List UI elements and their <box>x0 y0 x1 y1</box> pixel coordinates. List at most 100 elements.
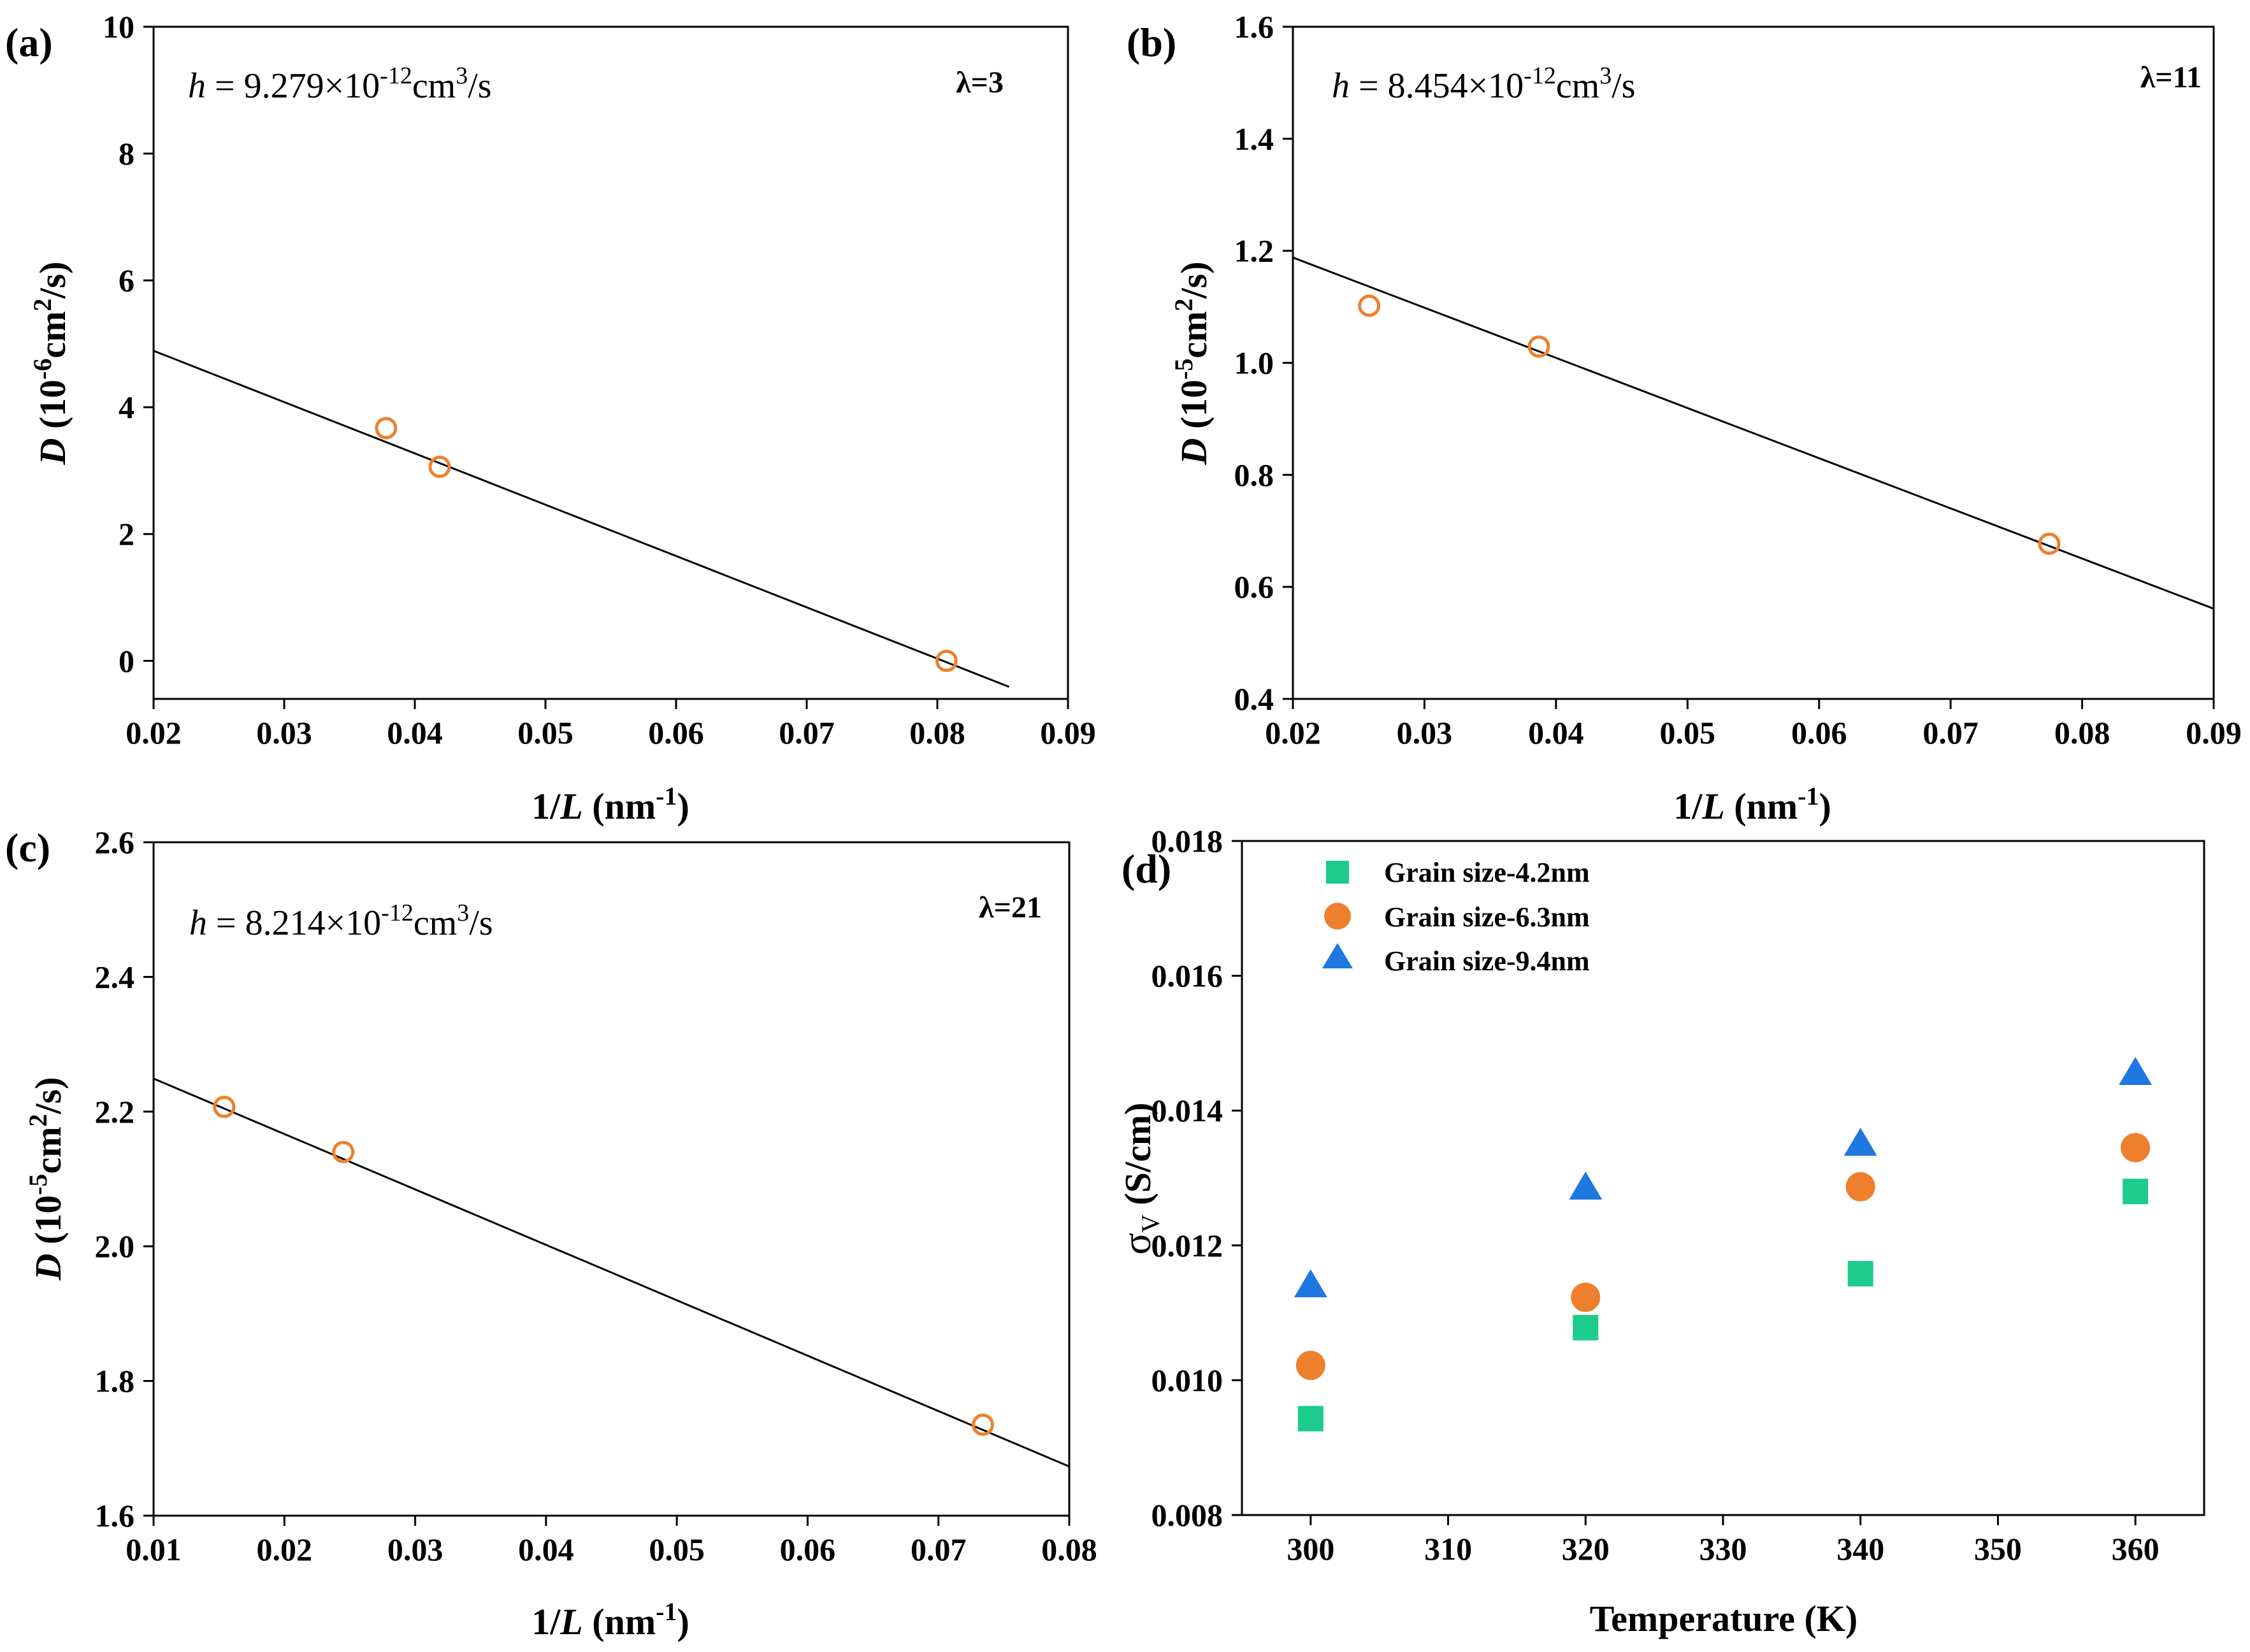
plot-frame-b <box>1292 25 2215 700</box>
panel-label-c: (c) <box>5 825 50 870</box>
lambda-label-b: λ=11 <box>2140 61 2202 94</box>
data-points-c <box>213 1095 995 1436</box>
y-tick-label: 8 <box>119 136 134 171</box>
y-tick-label: 0.8 <box>1234 457 1274 492</box>
y-tick-label: 0.016 <box>1151 958 1223 994</box>
lambda-label-a: λ=3 <box>956 66 1004 99</box>
x-tick-label: 0.01 <box>126 1532 182 1567</box>
x-tick-label: 0.06 <box>648 715 704 751</box>
x-tick-label: 0.07 <box>911 1532 967 1567</box>
plot-frame-a <box>152 25 1069 700</box>
x-tick-label: 0.08 <box>1041 1532 1097 1567</box>
plot-frame-d <box>1241 840 2205 1516</box>
data-point-triangle <box>2119 1057 2153 1086</box>
x-tick-label: 330 <box>1699 1531 1747 1567</box>
annotation-a: h = 9.279×10-12cm3/s <box>188 62 492 106</box>
data-point <box>935 649 958 672</box>
data-point-square <box>2123 1179 2149 1205</box>
y-axis-label-a: D (10-6cm2/s) <box>28 261 73 465</box>
annotation-b: h = 8.454×10-12cm3/s <box>1332 62 1636 106</box>
y-tick-label: 10 <box>103 9 134 45</box>
data-point-square <box>1573 1314 1599 1340</box>
y-tick-label: 1.8 <box>95 1363 135 1399</box>
x-tick-label: 0.03 <box>387 1532 444 1567</box>
y-tick-label: 0 <box>119 643 134 679</box>
y-tick-label: 1.2 <box>1234 233 1274 269</box>
x-axis-label-b: 1/L (nm-1) <box>1673 782 1831 827</box>
data-point-circle <box>1295 1351 1325 1381</box>
plot-frame-c <box>152 841 1071 1517</box>
x-tick-label: 0.05 <box>517 715 573 751</box>
panel-label-d: (d) <box>1121 846 1171 891</box>
fit-line-b <box>1292 256 2214 610</box>
lambda-label-c: λ=21 <box>979 891 1042 924</box>
legend-marker-circle <box>1324 903 1351 930</box>
x-tick-label: 340 <box>1836 1531 1884 1567</box>
x-axis-label-a: 1/L (nm-1) <box>531 782 689 827</box>
x-ticks-a: 0.02 0.03 0.04 0.05 0.06 0.07 0.08 0.09 <box>126 699 1096 751</box>
y-tick-label: 2.4 <box>95 959 135 995</box>
legend-d: Grain size-4.2nm Grain size-6.3nm Grain … <box>1322 857 1590 977</box>
data-points-d <box>1294 1057 2153 1432</box>
data-point-triangle <box>1294 1269 1327 1298</box>
y-tick-label: 2.2 <box>95 1094 135 1130</box>
y-tick-label: 0.014 <box>1151 1093 1223 1128</box>
data-point <box>2038 532 2061 555</box>
y-tick-label: 0.010 <box>1151 1362 1223 1398</box>
x-tick-label: 0.05 <box>649 1532 705 1567</box>
x-tick-label: 0.04 <box>1528 715 1584 751</box>
data-points-a <box>375 417 958 672</box>
x-tick-label: 0.08 <box>2054 715 2110 751</box>
fit-line-a <box>153 350 1010 688</box>
panel-label-b: (b) <box>1127 20 1176 65</box>
y-ticks-d: 0.008 0.010 0.012 0.014 0.016 0.018 <box>1151 823 1242 1533</box>
x-tick-label: 0.09 <box>2186 715 2242 751</box>
data-point <box>1527 335 1550 358</box>
data-point <box>972 1413 995 1436</box>
x-ticks-d: 300 310 320 330 340 350 360 <box>1287 1515 2160 1567</box>
y-tick-label: 1.4 <box>1234 121 1274 157</box>
x-ticks-b: 0.02 0.03 0.04 0.05 0.06 0.07 0.08 0.09 <box>1265 699 2242 751</box>
x-tick-label: 0.04 <box>518 1532 574 1567</box>
x-tick-label: 0.07 <box>779 715 835 751</box>
data-point-square <box>1297 1405 1323 1432</box>
data-point-circle <box>1845 1172 1875 1202</box>
y-axis-label-b: D (10-5cm2/s) <box>1169 261 1215 465</box>
x-ticks-c: 0.01 0.02 0.03 0.04 0.05 0.06 0.07 0.08 <box>126 1516 1097 1567</box>
legend-marker-square <box>1326 861 1349 884</box>
data-point <box>1358 294 1381 317</box>
y-tick-label: 0.008 <box>1151 1497 1223 1533</box>
x-tick-label: 0.08 <box>909 715 965 751</box>
x-tick-label: 0.07 <box>1922 715 1979 751</box>
x-tick-label: 0.02 <box>1265 715 1321 751</box>
x-tick-label: 0.06 <box>780 1532 836 1567</box>
y-tick-label: 0.018 <box>1151 823 1223 859</box>
x-tick-label: 0.03 <box>1397 715 1453 751</box>
panel-label-a: (a) <box>5 20 53 65</box>
x-tick-label: 300 <box>1287 1531 1334 1567</box>
y-ticks-a: 0 2 4 6 8 10 <box>103 9 154 679</box>
y-axis-label-d: σV (S/cm) <box>1114 1103 1165 1255</box>
y-tick-label: 0.012 <box>1151 1228 1223 1263</box>
panel-b: (b) 0.02 0.03 0.04 0.05 0.06 0.07 0.08 0.09 0.4… <box>1127 9 2242 827</box>
y-tick-label: 0.4 <box>1234 681 1274 717</box>
fit-line-c <box>153 1077 1070 1468</box>
x-axis-label-c: 1/L (nm-1) <box>531 1597 689 1642</box>
data-point-square <box>1847 1261 1873 1287</box>
x-tick-label: 310 <box>1424 1531 1472 1567</box>
y-tick-label: 2 <box>119 516 134 552</box>
data-point-triangle <box>1569 1171 1603 1200</box>
x-tick-label: 360 <box>2112 1531 2160 1567</box>
y-ticks-b: 0.4 0.6 0.8 1.0 1.2 1.4 1.6 <box>1234 9 1293 717</box>
panel-c: (c) 0.01 0.02 0.03 0.04 0.05 0.06 0.07 0.08 1.6… <box>5 824 1097 1642</box>
data-points-b <box>1358 294 2061 555</box>
y-axis-label-c: D (10-5cm2/s) <box>24 1077 69 1281</box>
y-tick-label: 0.6 <box>1234 569 1274 605</box>
data-point-circle <box>1571 1282 1601 1312</box>
y-ticks-c: 1.6 1.8 2.0 2.2 2.4 2.6 <box>95 824 154 1533</box>
y-tick-label: 1.6 <box>95 1498 135 1533</box>
y-tick-label: 1.0 <box>1234 345 1274 381</box>
annotation-c: h = 8.214×10-12cm3/s <box>189 900 493 943</box>
x-tick-label: 0.02 <box>126 715 182 751</box>
